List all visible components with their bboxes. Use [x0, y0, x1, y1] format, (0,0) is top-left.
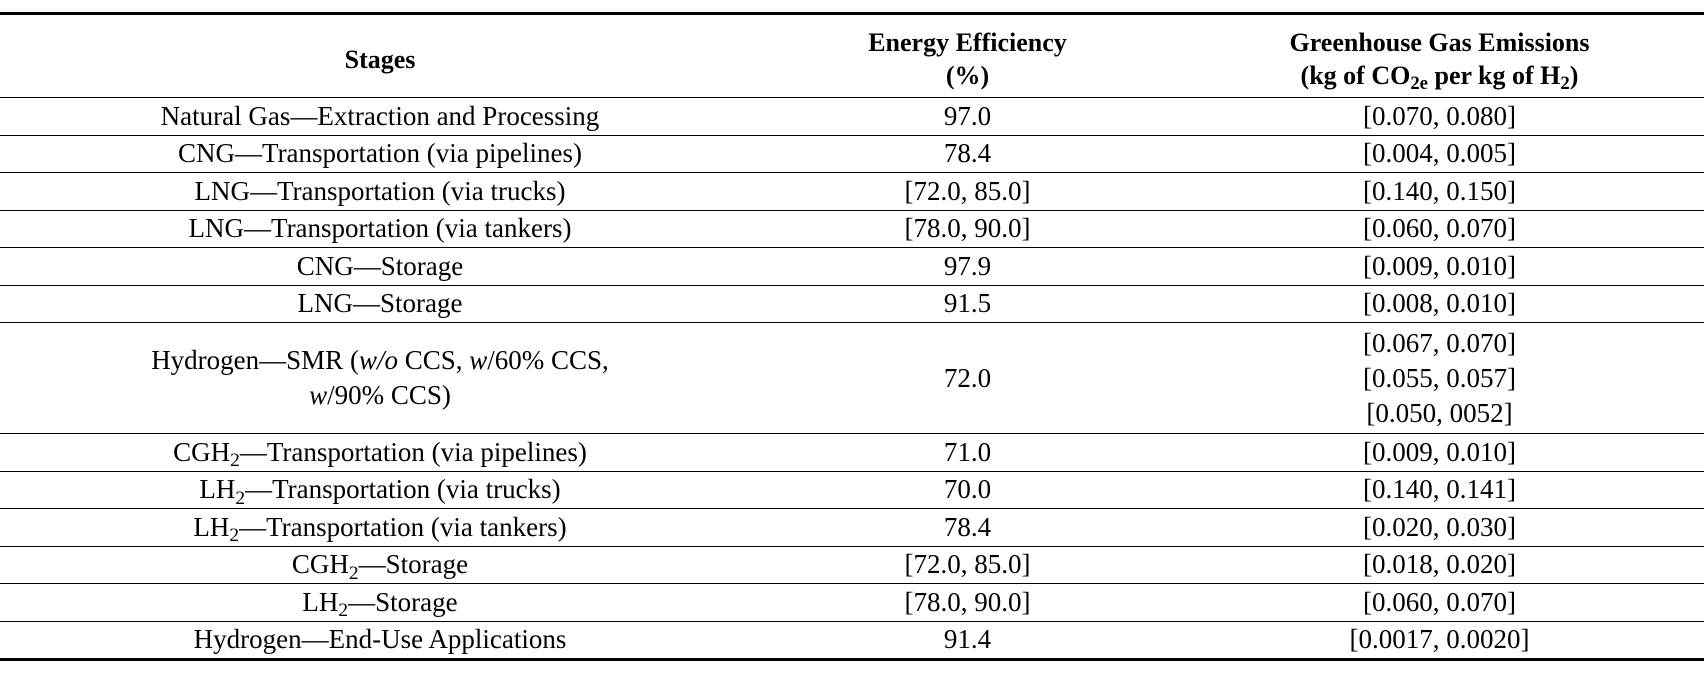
table-row: LH2—Storage [78.0, 90.0] [0.060, 0.070]	[0, 583, 1704, 622]
stage-cell: LNG—Transportation (via trucks)	[0, 172, 760, 211]
emissions-cell: [0.008, 0.010]	[1175, 285, 1704, 323]
efficiency-cell: 97.9	[760, 247, 1175, 286]
emissions-cell: [0.067, 0.070] [0.055, 0.057] [0.050, 00…	[1175, 322, 1704, 434]
emissions-cell: [0.004, 0.005]	[1175, 135, 1704, 173]
emissions-cell: [0.070, 0.080]	[1175, 97, 1704, 136]
stage-cell: CGH2—Storage	[0, 546, 760, 584]
header-energy-efficiency: Energy Efficiency (%)	[760, 12, 1175, 98]
stage-cell: CNG—Transportation (via pipelines)	[0, 135, 760, 173]
emissions-cell: [0.0017, 0.0020]	[1175, 621, 1704, 661]
table-row: LH2—Transportation (via trucks) 70.0 [0.…	[0, 471, 1704, 509]
table-header-row: Stages Energy Efficiency (%) Greenhouse …	[0, 12, 1704, 98]
table-row: LNG—Transportation (via trucks) [72.0, 8…	[0, 172, 1704, 211]
emissions-cell: [0.009, 0.010]	[1175, 247, 1704, 286]
efficiency-cell: 97.0	[760, 97, 1175, 136]
emissions-cell: [0.140, 0.150]	[1175, 172, 1704, 211]
table-row: CNG—Transportation (via pipelines) 78.4 …	[0, 135, 1704, 173]
emissions-cell: [0.140, 0.141]	[1175, 471, 1704, 509]
efficiency-cell: 71.0	[760, 433, 1175, 472]
emissions-cell: [0.060, 0.070]	[1175, 583, 1704, 622]
table-row: LNG—Storage 91.5 [0.008, 0.010]	[0, 285, 1704, 323]
efficiency-cell: [72.0, 85.0]	[760, 172, 1175, 211]
stage-cell: LH2—Transportation (via trucks)	[0, 471, 760, 509]
stage-cell: CGH2—Transportation (via pipelines)	[0, 433, 760, 472]
efficiency-cell: [78.0, 90.0]	[760, 210, 1175, 248]
efficiency-cell: 78.4	[760, 508, 1175, 547]
emissions-cell: [0.020, 0.030]	[1175, 508, 1704, 547]
table-row: LH2—Transportation (via tankers) 78.4 [0…	[0, 508, 1704, 547]
table-row: Natural Gas—Extraction and Processing 97…	[0, 97, 1704, 136]
efficiency-cell: 91.4	[760, 621, 1175, 661]
efficiency-cell: [78.0, 90.0]	[760, 583, 1175, 622]
table-row: Hydrogen—End-Use Applications 91.4 [0.00…	[0, 621, 1704, 661]
stage-cell: Natural Gas—Extraction and Processing	[0, 97, 760, 136]
stage-cell: LH2—Transportation (via tankers)	[0, 508, 760, 547]
efficiency-cell: 70.0	[760, 471, 1175, 509]
table-row: CNG—Storage 97.9 [0.009, 0.010]	[0, 247, 1704, 286]
header-ghg-emissions: Greenhouse Gas Emissions (kg of CO2e per…	[1175, 12, 1704, 98]
table-row: CGH2—Transportation (via pipelines) 71.0…	[0, 433, 1704, 472]
efficiency-cell: 78.4	[760, 135, 1175, 173]
stage-cell: CNG—Storage	[0, 247, 760, 286]
data-table: Stages Energy Efficiency (%) Greenhouse …	[0, 12, 1704, 661]
data-table-container: Stages Energy Efficiency (%) Greenhouse …	[0, 12, 1704, 661]
stage-cell: Hydrogen—End-Use Applications	[0, 621, 760, 661]
table-row: CGH2—Storage [72.0, 85.0] [0.018, 0.020]	[0, 546, 1704, 584]
table-row: LNG—Transportation (via tankers) [78.0, …	[0, 210, 1704, 248]
emissions-cell: [0.018, 0.020]	[1175, 546, 1704, 584]
table-row-smr: Hydrogen—SMR (w/o CCS, w/60% CCS, w/90% …	[0, 322, 1704, 434]
stage-cell: LNG—Storage	[0, 285, 760, 323]
stage-cell: LH2—Storage	[0, 583, 760, 622]
emissions-cell: [0.009, 0.010]	[1175, 433, 1704, 472]
efficiency-cell: 72.0	[760, 322, 1175, 434]
stage-cell: Hydrogen—SMR (w/o CCS, w/60% CCS, w/90% …	[0, 322, 760, 434]
efficiency-cell: 91.5	[760, 285, 1175, 323]
header-stages: Stages	[0, 12, 760, 98]
emissions-cell: [0.060, 0.070]	[1175, 210, 1704, 248]
stage-cell: LNG—Transportation (via tankers)	[0, 210, 760, 248]
efficiency-cell: [72.0, 85.0]	[760, 546, 1175, 584]
